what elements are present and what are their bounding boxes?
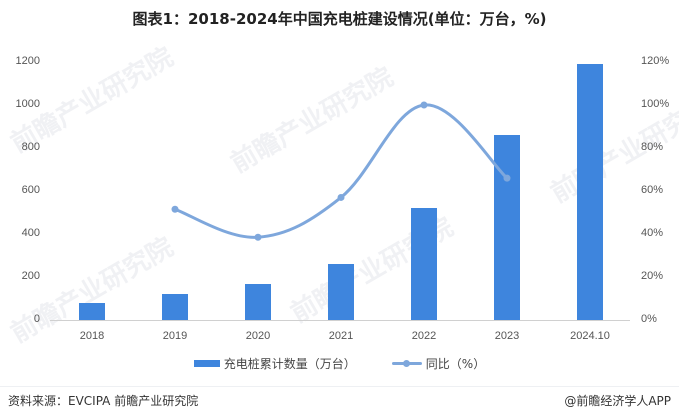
y-left-tick: 600 (21, 184, 40, 196)
legend-item-line: 同比（%） (391, 355, 486, 372)
chart-title: 图表1：2018-2024年中国充电桩建设情况(单位：万台，%) (132, 10, 547, 28)
y-right-tick: 20% (641, 270, 664, 282)
credit-text: @前瞻经济学人APP (564, 394, 671, 408)
bar-2021 (328, 264, 354, 320)
bar-2024.10 (577, 64, 603, 320)
legend-item-bar: 充电桩累计数量（万台） (193, 355, 356, 372)
x-tick-label: 2019 (162, 330, 188, 342)
y-right-tick: 100% (641, 98, 670, 110)
y-left-tick: 400 (21, 227, 40, 239)
bar-2020 (245, 284, 271, 320)
bar-swatch-icon (193, 360, 220, 367)
y-right-tick: 120% (641, 55, 670, 67)
bar-2022 (411, 208, 437, 320)
x-tick-label: 2023 (494, 330, 520, 342)
legend: 充电桩累计数量（万台） 同比（%） (0, 355, 679, 372)
x-tick-label: 2021 (328, 330, 354, 342)
yoy-point-marker (254, 233, 262, 241)
x-axis-line (50, 320, 630, 321)
bar-2019 (162, 293, 188, 320)
bar-2018 (79, 302, 105, 320)
x-tick-label: 2024.10 (570, 330, 610, 342)
y-left-tick: 800 (21, 141, 40, 153)
y-left-tick: 200 (21, 270, 40, 282)
yoy-point-marker (171, 205, 179, 213)
legend-bar-label: 充电桩累计数量（万台） (223, 357, 356, 371)
y-left-tick: 0 (33, 313, 40, 325)
yoy-point-marker (337, 193, 345, 201)
x-tick-label: 2022 (411, 330, 437, 342)
x-tick-label: 2018 (79, 330, 105, 342)
bar-2023 (494, 135, 520, 320)
y-right-tick: 60% (641, 184, 664, 196)
yoy-point-marker (503, 174, 511, 182)
y-right-tick: 80% (641, 141, 664, 153)
y-left-tick: 1000 (15, 98, 40, 110)
y-right-tick: 40% (641, 227, 664, 239)
source-text: 资料来源：EVCIPA 前瞻产业研究院 (8, 394, 199, 408)
yoy-point-marker (420, 101, 428, 109)
legend-line-label: 同比（%） (425, 357, 486, 371)
footer-divider (0, 386, 679, 387)
y-left-tick: 1200 (15, 55, 40, 67)
x-tick-label: 2020 (245, 330, 271, 342)
yoy-line (174, 103, 509, 239)
line-swatch-icon (391, 360, 422, 367)
y-right-tick: 0% (641, 313, 657, 325)
